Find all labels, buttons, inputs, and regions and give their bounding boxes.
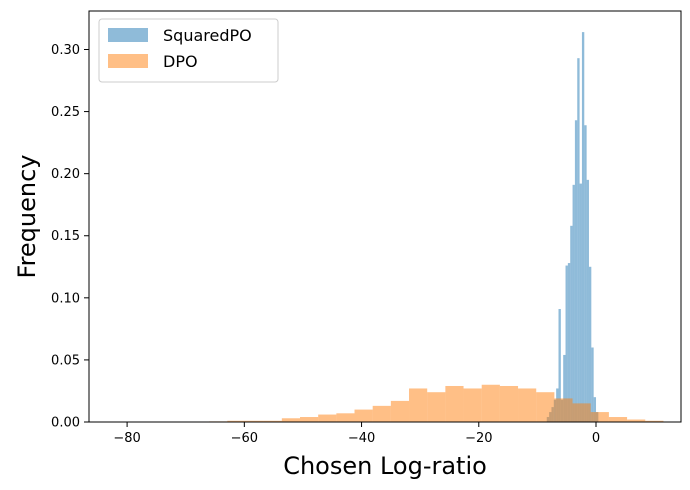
squaredpo-bar-9 xyxy=(567,263,571,422)
x-tick-label: −60 xyxy=(231,431,258,446)
dpo-bar-12 xyxy=(427,392,446,422)
squaredpo-bar-15 xyxy=(581,32,585,423)
dpo-bar-3 xyxy=(263,420,282,422)
dpo-bar-8 xyxy=(354,409,373,422)
squaredpo-bar-17 xyxy=(586,179,589,422)
dpo-bar-16 xyxy=(499,385,519,422)
dpo-bar-10 xyxy=(390,400,410,422)
y-axis-ticks: 0.00 0.05 0.10 0.15 0.20 0.25 0.30 xyxy=(51,43,89,431)
dpo-bar-2 xyxy=(245,420,264,422)
y-tick-label: 0.10 xyxy=(51,291,80,306)
squaredpo-bar-18 xyxy=(588,266,592,422)
y-tick-label: 0.20 xyxy=(51,167,80,182)
dpo-bar-13 xyxy=(445,385,464,422)
legend: SquaredPO DPO xyxy=(98,18,279,83)
squaredpo-bar-8 xyxy=(565,265,568,422)
squaredpo-bar-7 xyxy=(563,354,566,422)
squaredpo-bar-13 xyxy=(577,58,580,423)
squaredpo-bar-14 xyxy=(579,183,582,422)
x-axis-ticks: −80 −60 −40 −20 0 xyxy=(113,422,600,446)
legend-swatch-squaredpo xyxy=(108,28,148,42)
x-axis-label: Chosen Log-ratio xyxy=(283,452,487,480)
squaredpo-bar-5 xyxy=(558,309,561,422)
x-tick-label: −80 xyxy=(113,431,140,446)
y-tick-label: 0.25 xyxy=(51,105,80,120)
dpo-bar-6 xyxy=(318,414,337,422)
squaredpo-bar-20 xyxy=(593,397,597,422)
x-tick-label: −40 xyxy=(348,431,375,446)
dpo-bar-11 xyxy=(409,388,428,422)
dpo-bar-24 xyxy=(645,420,664,422)
dpo-bar-14 xyxy=(463,388,482,422)
dpo-bars xyxy=(209,384,664,422)
legend-label-squaredpo: SquaredPO xyxy=(163,26,252,45)
squaredpo-bar-11 xyxy=(572,184,575,422)
y-tick-label: 0.15 xyxy=(51,229,80,244)
squaredpo-bar-19 xyxy=(591,347,594,422)
dpo-bar-5 xyxy=(300,417,319,422)
squaredpo-bar-12 xyxy=(574,120,578,423)
dpo-bar-23 xyxy=(627,419,646,422)
axes-frame xyxy=(88,10,682,423)
squaredpo-bar-10 xyxy=(570,225,573,422)
dpo-bar-1 xyxy=(227,420,246,422)
dpo-bar-18 xyxy=(536,392,555,422)
y-axis-label: Frequency xyxy=(13,155,41,279)
dpo-bar-20 xyxy=(572,403,591,422)
dpo-bar-22 xyxy=(608,417,628,422)
y-tick-label: 0.30 xyxy=(51,43,80,58)
dpo-bar-15 xyxy=(481,384,500,422)
x-tick-label: 0 xyxy=(592,431,600,446)
dpo-bar-17 xyxy=(518,388,537,422)
y-tick-label: 0.00 xyxy=(51,416,80,431)
legend-swatch-dpo xyxy=(108,54,148,68)
legend-label-dpo: DPO xyxy=(163,52,198,71)
dpo-bar-7 xyxy=(336,413,355,422)
y-tick-label: 0.05 xyxy=(51,353,80,368)
dpo-bar-9 xyxy=(372,405,391,422)
squaredpo-bar-16 xyxy=(584,125,587,423)
plot-area xyxy=(209,32,664,423)
x-tick-label: −20 xyxy=(465,431,492,446)
dpo-bar-19 xyxy=(554,398,573,422)
dpo-bar-4 xyxy=(281,418,301,422)
dpo-bar-21 xyxy=(590,412,609,422)
